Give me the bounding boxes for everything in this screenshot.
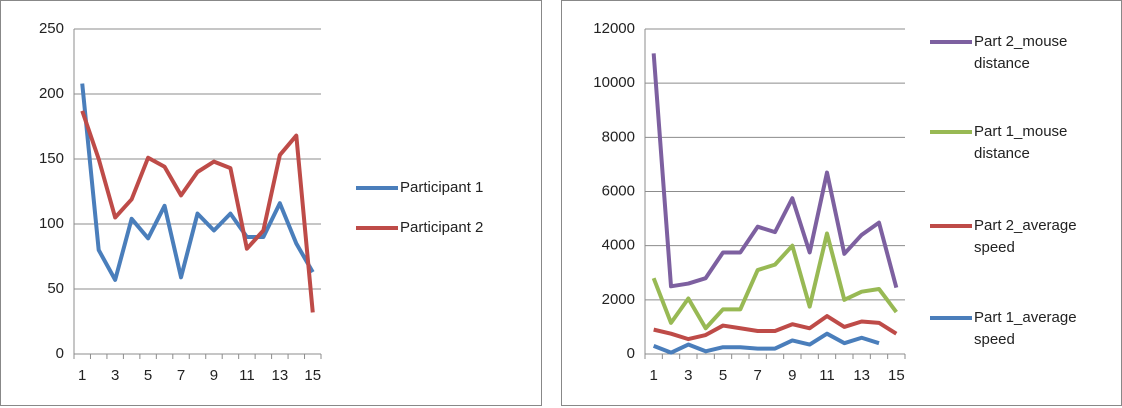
x-tick-label: 9 xyxy=(788,367,796,384)
y-tick-label: 6000 xyxy=(602,182,635,199)
legend-label: Part 1_mouse distance xyxy=(974,123,1068,162)
x-tick-label: 1 xyxy=(78,367,86,384)
y-tick-label: 0 xyxy=(56,345,64,362)
y-tick-label: 2000 xyxy=(602,291,635,308)
series-line xyxy=(651,231,898,331)
x-tick-label: 7 xyxy=(753,367,761,384)
legend-item: Participant 1 xyxy=(356,177,570,199)
legend-swatch xyxy=(356,226,398,230)
legend-swatch xyxy=(930,130,972,134)
y-tick-label: 8000 xyxy=(602,128,635,145)
y-tick-label: 4000 xyxy=(602,237,635,254)
x-tick-label: 13 xyxy=(853,367,870,384)
legend-swatch xyxy=(356,186,398,190)
legend-item: Part 1_mouse distance xyxy=(930,121,1094,165)
y-tick-label: 100 xyxy=(39,215,64,232)
x-tick-label: 11 xyxy=(819,367,835,384)
x-tick-label: 5 xyxy=(144,367,152,384)
y-tick-label: 0 xyxy=(627,345,635,362)
legend-swatch xyxy=(930,224,972,228)
legend-label: Participant 1 xyxy=(400,179,484,196)
legend-item: Part 2_average speed xyxy=(930,215,1094,259)
y-tick-label: 250 xyxy=(39,20,64,37)
legend-item: Participant 2 xyxy=(356,217,570,239)
y-tick-label: 10000 xyxy=(593,74,635,91)
chart-panel: 0 2000 4000 6000 8000 10000 12000 1 3 5 7 9 11 13 15 Pa… xyxy=(561,0,1122,406)
series-line xyxy=(80,83,315,282)
legend-swatch xyxy=(930,316,972,320)
legend-label: Part 1_average speed xyxy=(974,309,1077,348)
series-line xyxy=(651,53,899,289)
series-line xyxy=(652,331,880,355)
legend-label: Part 2_average speed xyxy=(974,217,1077,256)
legend-label: Participant 2 xyxy=(400,219,484,236)
x-tick-label: 15 xyxy=(888,367,905,384)
y-tick-label: 12000 xyxy=(593,20,635,37)
x-tick-label: 3 xyxy=(684,367,692,384)
y-tick-label: 50 xyxy=(47,280,64,297)
x-tick-label: 15 xyxy=(304,367,321,384)
series-line xyxy=(653,314,898,342)
x-tick-label: 11 xyxy=(239,367,255,384)
x-tick-label: 5 xyxy=(719,367,727,384)
legend-item: Part 1_average speed xyxy=(930,307,1094,351)
x-tick-label: 3 xyxy=(111,367,119,384)
y-tick-label: 150 xyxy=(39,150,64,167)
legend-item: Part 2_mouse distance xyxy=(930,31,1094,75)
y-tick-label: 200 xyxy=(39,85,64,102)
x-tick-label: 13 xyxy=(271,367,288,384)
x-tick-label: 7 xyxy=(177,367,185,384)
legend-swatch xyxy=(930,40,972,44)
series-line xyxy=(80,110,315,313)
x-tick-label: 1 xyxy=(649,367,657,384)
x-tick-label: 9 xyxy=(210,367,218,384)
legend-label: Part 2_mouse distance xyxy=(974,33,1068,72)
